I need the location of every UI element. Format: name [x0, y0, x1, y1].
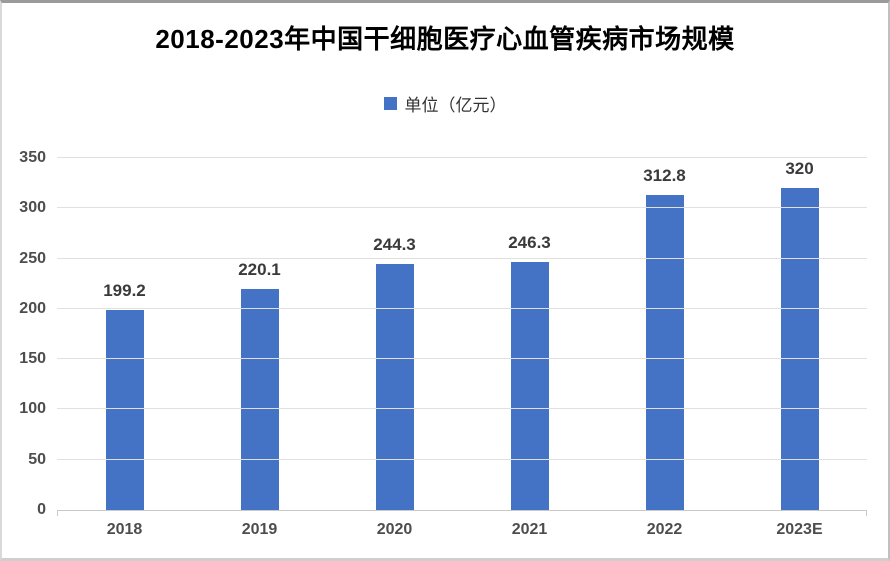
y-axis-tick-label: 250: [19, 250, 46, 267]
y-axis-tick-label: 0: [37, 501, 46, 518]
legend-label: 单位（亿元）: [404, 96, 507, 115]
y-axis-tick-label: 150: [19, 350, 46, 367]
gridline: [57, 408, 867, 409]
x-axis-label-2021: 2021: [511, 521, 548, 538]
axis-end-tick: [57, 510, 58, 516]
x-axis-label-2019: 2019: [241, 521, 278, 538]
bar-cell-2023E: 320: [732, 158, 867, 510]
legend: 单位（亿元）: [2, 91, 888, 116]
bar-2022: [645, 195, 684, 510]
y-axis-tick-label: 100: [19, 400, 46, 417]
gridline: [57, 459, 867, 460]
x-axis-label-2022: 2022: [646, 521, 683, 538]
bar-value-label: 244.3: [373, 235, 416, 254]
bar-value-label: 312.8: [643, 166, 686, 185]
bar-2019: [240, 289, 279, 510]
y-axis-tick-label: 200: [19, 300, 46, 317]
y-axis-labels: 0 50 100 150 200 250 300 350: [2, 149, 46, 518]
plot-area: 199.2 220.1 244.3 246.3 312.8 320: [57, 157, 867, 516]
bar-2021: [510, 262, 549, 510]
axis-end-tick: [866, 510, 867, 516]
y-axis-tick-label: 350: [19, 149, 46, 166]
bar-value-label: 220.1: [238, 260, 281, 279]
gridline: [57, 157, 867, 158]
gridline: [57, 207, 867, 208]
bar-cell-2022: 312.8: [597, 158, 732, 510]
bar-2023E: [780, 188, 819, 510]
x-axis-label-2018: 2018: [106, 521, 143, 538]
gridline: [57, 308, 867, 309]
x-axis-labels: 2018 2019 2020 2021 2022 2023E: [57, 511, 867, 539]
bar-2020: [375, 264, 414, 510]
x-axis-label-2023E: 2023E: [776, 521, 823, 538]
legend-swatch-icon: [383, 97, 397, 110]
bar-value-label: 199.2: [103, 281, 146, 300]
bar-cell-2021: 246.3: [462, 158, 597, 510]
bar-cell-2018: 199.2: [57, 158, 192, 510]
y-axis-tick-label: 50: [28, 451, 46, 468]
x-axis-label-2020: 2020: [376, 521, 413, 538]
gridline: [57, 258, 867, 259]
bar-cell-2019: 220.1: [192, 158, 327, 510]
bar-value-label: 320: [785, 159, 814, 178]
bar-2018: [105, 310, 144, 510]
y-axis-tick-label: 300: [19, 199, 46, 216]
chart-title: 2018-2023年中国干细胞医疗心血管疾病市场规模: [155, 24, 735, 54]
bars-container: 199.2 220.1 244.3 246.3 312.8 320: [57, 158, 867, 510]
bar-value-label: 246.3: [508, 233, 551, 252]
bar-cell-2020: 244.3: [327, 158, 462, 510]
gridline: [57, 358, 867, 359]
